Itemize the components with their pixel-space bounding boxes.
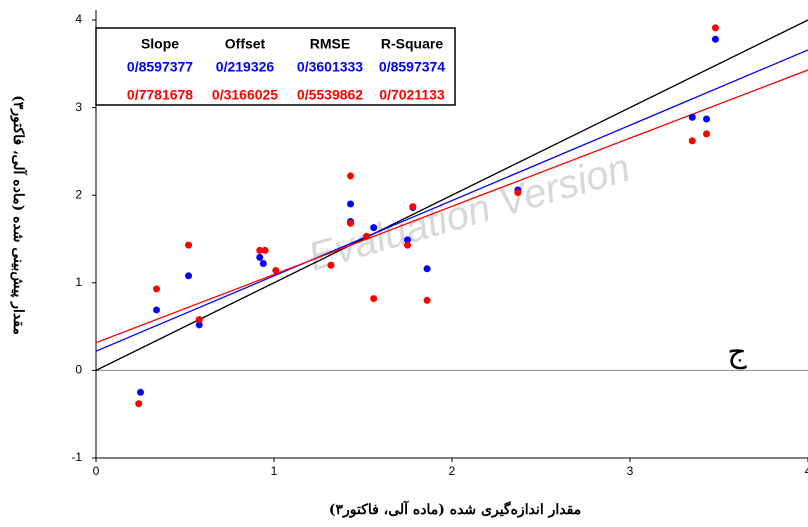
stats-header: Offset [225, 36, 266, 52]
point [370, 224, 378, 232]
point [256, 246, 264, 254]
stats-box [95, 27, 456, 106]
point [261, 246, 269, 254]
y-tick-label: 4 [75, 12, 82, 26]
stats-cell: 0/7021133 [379, 87, 445, 103]
x-axis-title: مقدار اندازه‌گیری شده (ماده آلی، فاکتور۳… [329, 500, 581, 518]
point [409, 203, 417, 211]
y-axis-title: مقدار پیش‌بینی شده (ماده آلی، فاکتور۳) [10, 95, 28, 335]
y-tick-label: 0 [75, 363, 82, 377]
point [711, 24, 719, 32]
point [195, 321, 203, 329]
x-tick-label: 2 [449, 464, 456, 478]
point [423, 296, 431, 304]
fit-line [96, 69, 808, 344]
point [327, 261, 335, 269]
point [404, 241, 411, 249]
y-tick-label: 1 [75, 275, 82, 289]
y-tick-label: 2 [75, 187, 82, 201]
y-tick-label: 3 [75, 100, 82, 114]
point [703, 115, 711, 123]
point [185, 241, 193, 249]
point [404, 236, 411, 244]
annotation: ج [727, 335, 747, 370]
stats-header: R-Square [381, 36, 443, 52]
point [153, 285, 161, 293]
stats-cell: 0/5539862 [297, 87, 363, 103]
stats-cell: 0/7781678 [127, 87, 193, 103]
stats-cell: 0/8597374 [379, 59, 445, 75]
point [137, 388, 144, 396]
point [272, 267, 280, 275]
point [423, 265, 431, 273]
x-tick-label: 4 [805, 464, 808, 478]
point [153, 306, 161, 314]
y-tick-label: -1 [71, 450, 82, 464]
point [347, 200, 355, 208]
stats-cell: 0/3601333 [297, 59, 363, 75]
x-tick-label: 0 [93, 464, 100, 478]
point [363, 232, 371, 240]
reference-line [96, 19, 808, 371]
point [370, 295, 378, 303]
point [195, 316, 203, 324]
x-tick-label: 3 [627, 464, 634, 478]
fit-line [96, 49, 808, 352]
stats-header: RMSE [310, 36, 350, 52]
point [514, 189, 522, 197]
point [688, 137, 696, 145]
x-tick-label: 1 [271, 464, 278, 478]
point [135, 400, 143, 408]
point [185, 272, 193, 280]
stats-cell: 0/219326 [216, 59, 275, 75]
stats-header: Slope [141, 36, 179, 52]
point [688, 113, 696, 121]
point [347, 219, 355, 227]
point [347, 172, 355, 180]
point [703, 130, 711, 138]
point [256, 253, 264, 261]
point [259, 260, 267, 268]
watermark: Evaluation Version [304, 146, 635, 280]
stats-cell: 0/8597377 [127, 59, 193, 75]
stats-cell: 0/3166025 [212, 87, 278, 103]
point [711, 35, 719, 43]
